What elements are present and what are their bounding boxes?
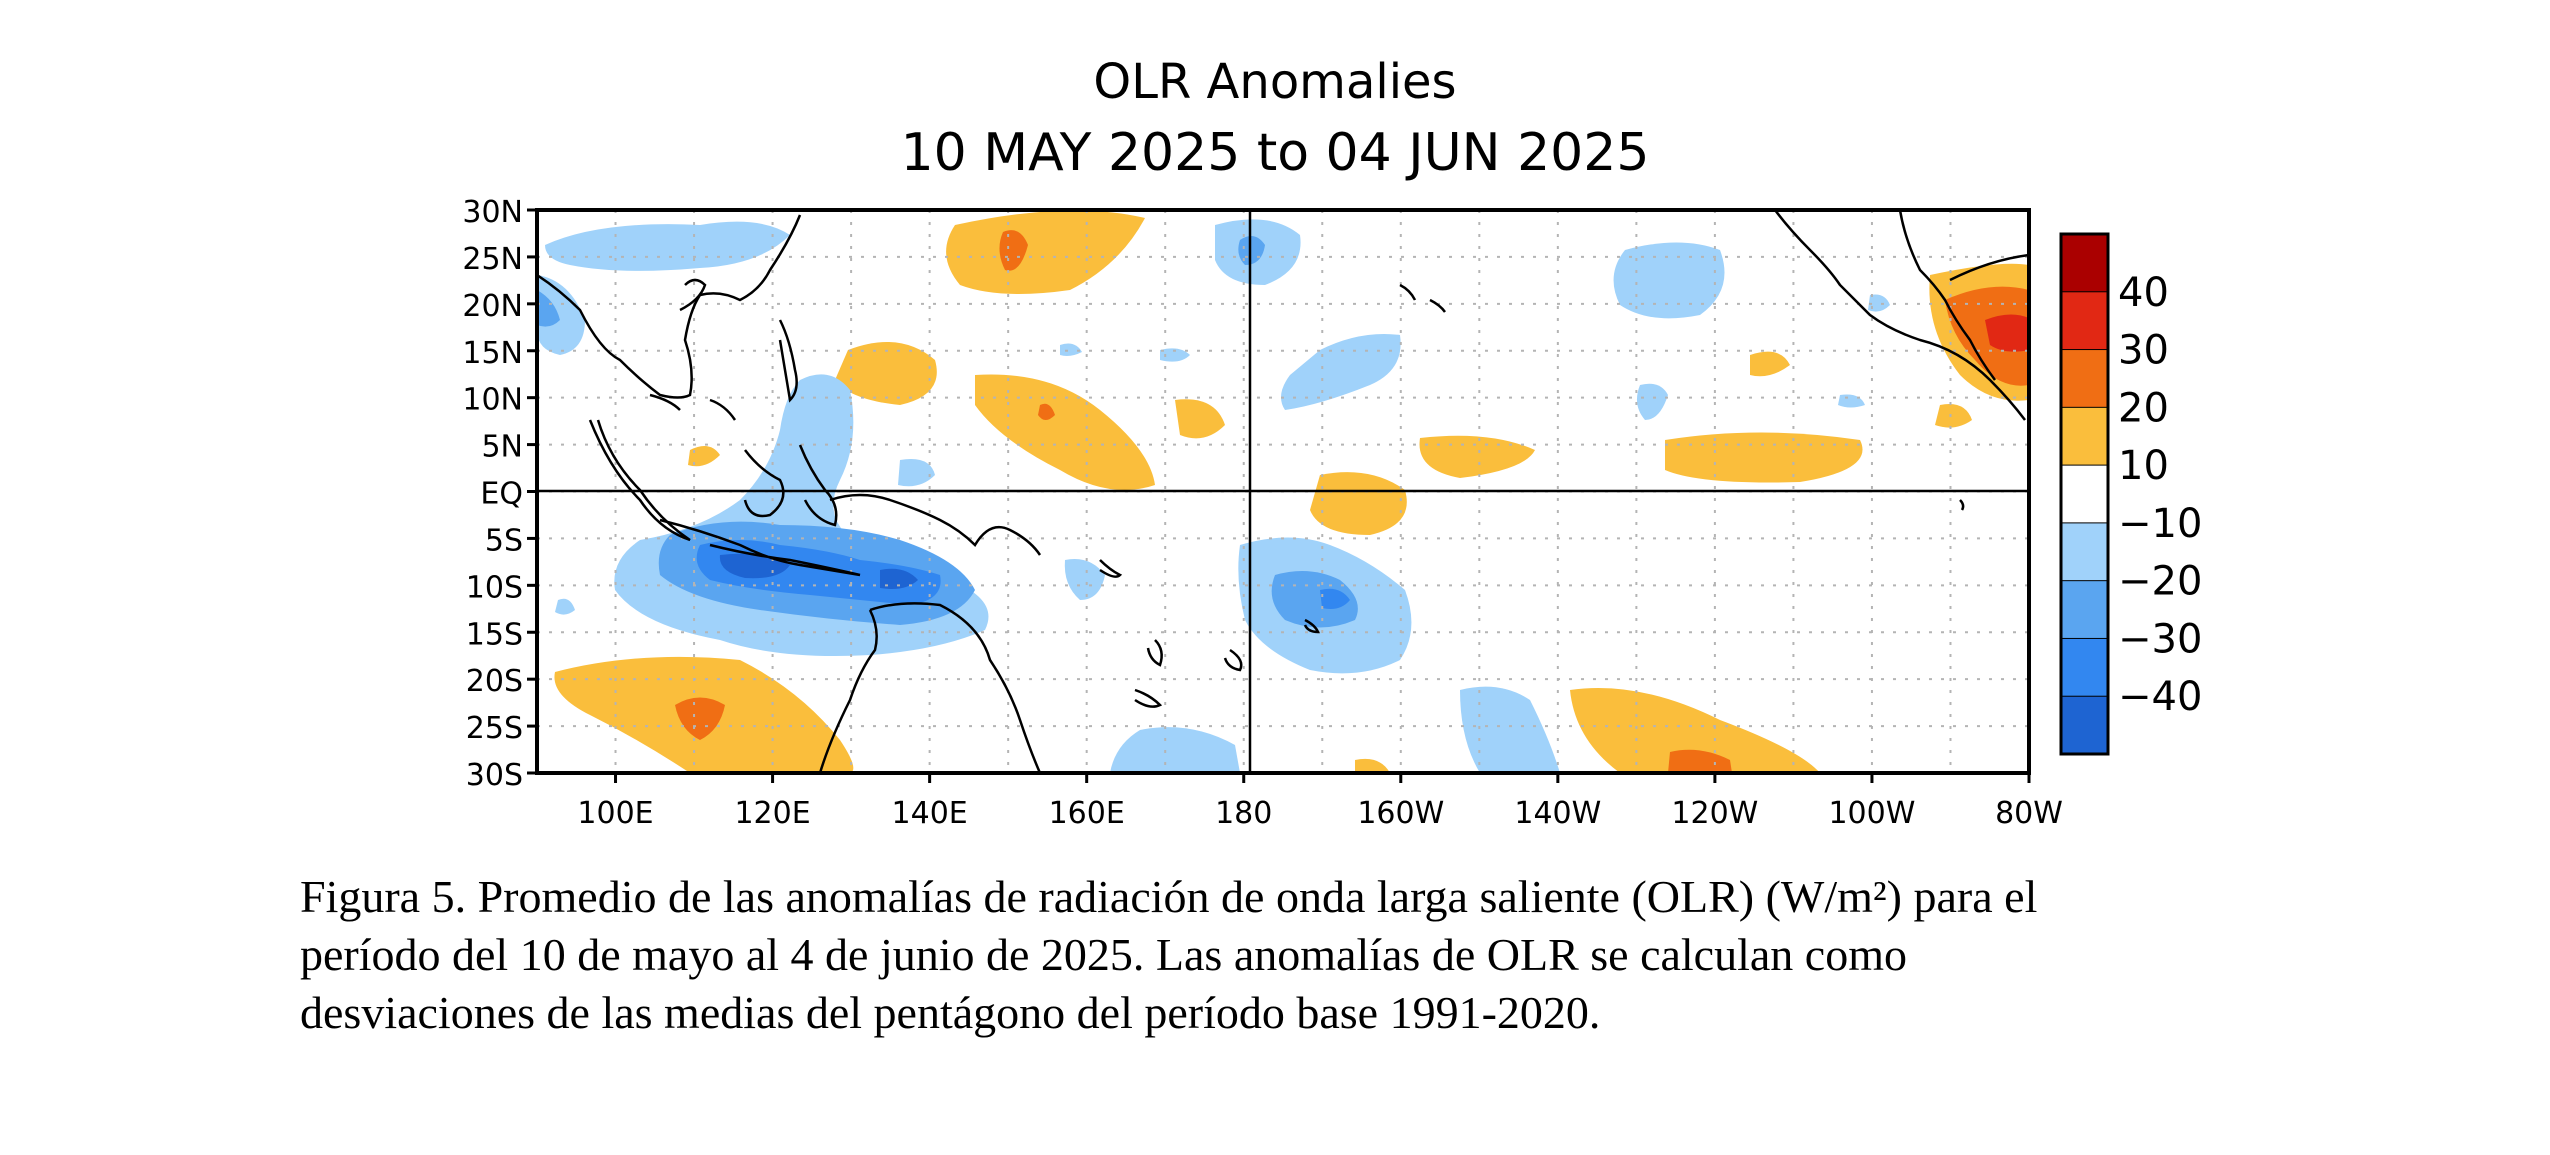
colorbar-bin <box>2060 291 2109 351</box>
lat-label: 25S <box>466 711 523 746</box>
lat-label: 30N <box>462 195 523 230</box>
caption-line-1: Figura 5. Promedio de las anomalías de r… <box>300 871 2038 922</box>
map-panel: 30N 25N 20N 15N 10N 5N EQ 5S 10S 15S 20S 25S 30S 100… <box>462 195 2063 831</box>
colorbar-label: −10 <box>2118 501 2202 547</box>
colorbar-bin <box>2060 406 2109 467</box>
lat-label: 15S <box>466 617 523 652</box>
positive-anomaly-areas <box>554 210 2029 773</box>
colorbar-label: 40 <box>2118 270 2169 316</box>
colorbar-bin <box>2060 233 2109 293</box>
lat-label: 10S <box>466 570 523 605</box>
caption-line-2: período del 10 de mayo al 4 de junio de … <box>300 929 1907 980</box>
colorbar-bin <box>2060 637 2109 698</box>
lat-label: 5N <box>481 430 523 465</box>
lat-label: 15N <box>462 336 523 371</box>
lon-label: 180 <box>1215 796 1272 831</box>
colorbar-label: 30 <box>2118 328 2169 374</box>
lon-label: 160E <box>1049 796 1125 831</box>
colorbar-label: 10 <box>2118 443 2169 489</box>
colorbar-label: −30 <box>2118 616 2202 662</box>
lon-label: 140W <box>1514 796 1601 831</box>
lon-label: 160W <box>1357 796 1444 831</box>
anomaly-shading <box>537 210 2029 773</box>
colorbar-bin <box>2060 580 2109 640</box>
lat-label: 20S <box>466 664 523 699</box>
colorbar-label: 20 <box>2118 385 2169 431</box>
lat-label: 20N <box>462 289 523 324</box>
colorbar: 40 30 20 10 −10 −20 −30 −40 <box>2059 232 2202 756</box>
lat-label: 25N <box>462 242 523 277</box>
colorbar-label: −40 <box>2118 674 2202 720</box>
colorbar-label: −20 <box>2118 559 2202 605</box>
stronger-positive-anomaly-areas <box>1985 314 2029 352</box>
colorbar-bin <box>2060 695 2109 756</box>
lat-label: 10N <box>462 383 523 418</box>
colorbar-bin <box>2060 464 2109 524</box>
caption-line-3: desviaciones de las medias del pentágono… <box>300 987 1601 1038</box>
colorbar-frame <box>2059 232 2110 756</box>
chart-title: OLR Anomalies <box>1093 54 1456 110</box>
lon-label: 100E <box>577 796 653 831</box>
longitude-labels: 100E 120E 140E 160E 180 160W 140W 120W 100W 80W <box>577 773 2063 831</box>
strong-positive-anomaly-areas <box>675 230 2029 773</box>
colorbar-bin <box>2060 522 2109 582</box>
colorbar-bin <box>2060 349 2109 409</box>
latitude-labels: 30N 25N 20N 15N 10N 5N EQ 5S 10S 15S 20S 25S 30S <box>462 195 537 793</box>
lon-label: 140E <box>892 796 968 831</box>
lon-label: 120E <box>734 796 810 831</box>
chart-subtitle: 10 MAY 2025 to 04 JUN 2025 <box>901 123 1650 183</box>
figure-caption: Figura 5. Promedio de las anomalías de r… <box>300 868 2300 1042</box>
lat-label: EQ <box>480 477 523 512</box>
map-grid <box>537 210 2029 773</box>
lat-label: 30S <box>466 758 523 793</box>
coastlines <box>537 210 2029 773</box>
lon-label: 80W <box>1995 796 2063 831</box>
lon-label: 100W <box>1828 796 1915 831</box>
lon-label: 120W <box>1671 796 1758 831</box>
lat-label: 5S <box>485 523 523 558</box>
